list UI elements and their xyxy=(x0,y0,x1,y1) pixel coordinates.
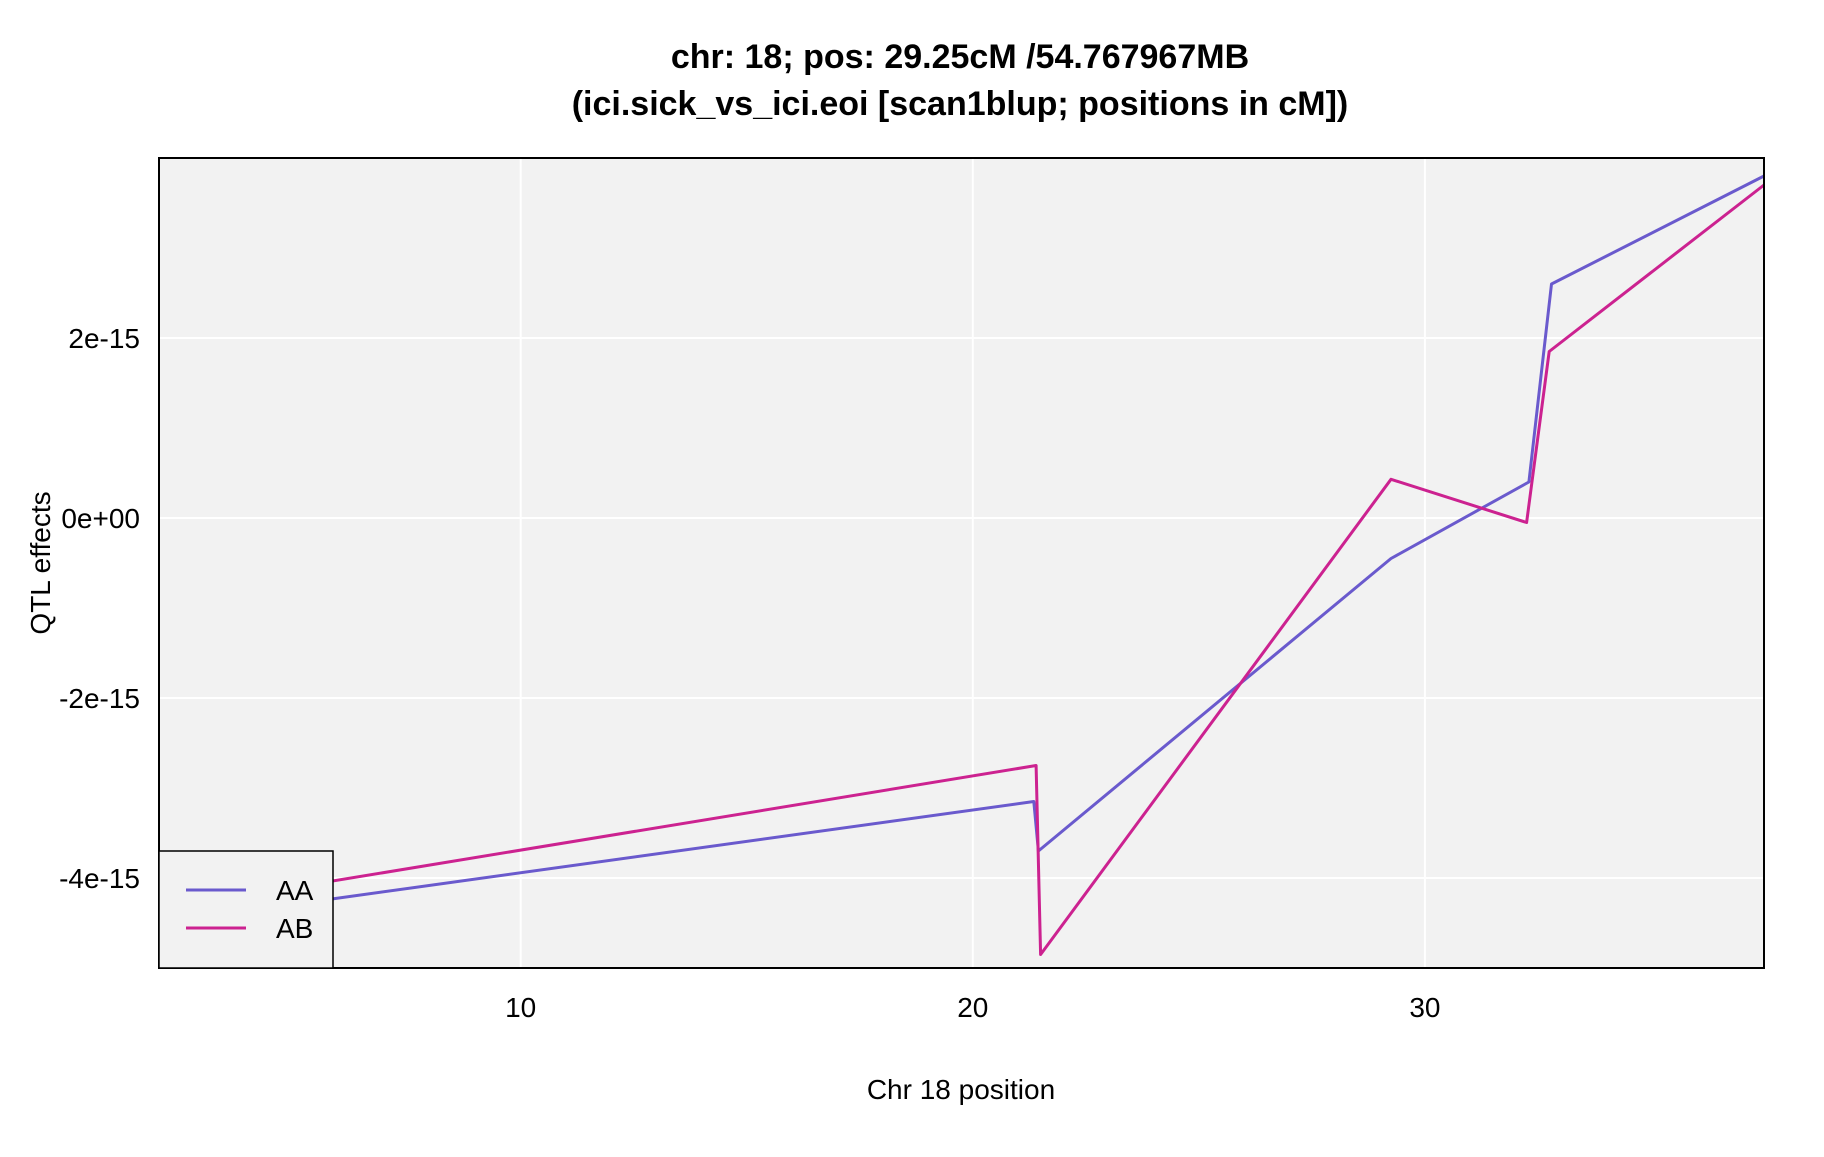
series-line-aa xyxy=(158,174,1765,925)
legend-label-ab: AB xyxy=(276,913,313,944)
y-tick-label: -4e-15 xyxy=(59,863,140,894)
x-tick-label: 10 xyxy=(505,992,536,1023)
chart-title: chr: 18; pos: 29.25cM /54.767967MB xyxy=(671,38,1249,76)
x-tick-label: 30 xyxy=(1409,992,1440,1023)
legend-box xyxy=(158,850,334,969)
series-lines xyxy=(158,174,1765,956)
grid-lines xyxy=(159,158,1764,968)
x-tick-label: 20 xyxy=(957,992,988,1023)
y-tick-label: 0e+00 xyxy=(61,503,140,534)
plot-border xyxy=(158,157,1765,969)
plot-background xyxy=(159,158,1764,968)
x-axis-label: Chr 18 position xyxy=(867,1074,1055,1105)
y-tick-label: -2e-15 xyxy=(59,683,140,714)
legend-label-aa: AA xyxy=(276,875,314,906)
y-axis-label: QTL effects xyxy=(25,491,56,634)
legend: AA AB xyxy=(158,850,334,969)
y-axis: -4e-15 -2e-15 0e+00 2e-15 xyxy=(59,323,140,894)
chart-subtitle: (ici.sick_vs_ici.eoi [scan1blup; positio… xyxy=(572,85,1349,123)
series-line-ab xyxy=(158,183,1765,956)
x-axis: 10 20 30 xyxy=(505,992,1440,1023)
y-tick-label: 2e-15 xyxy=(68,323,140,354)
